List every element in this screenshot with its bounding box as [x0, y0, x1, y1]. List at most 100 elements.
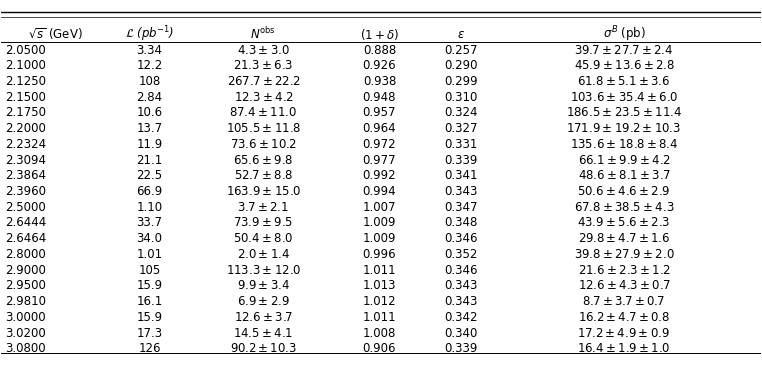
Text: $87.4 \pm 11.0$: $87.4 \pm 11.0$ [229, 106, 297, 120]
Text: 1.009: 1.009 [363, 232, 396, 245]
Text: 16.1: 16.1 [136, 295, 162, 308]
Text: 0.343: 0.343 [444, 279, 478, 292]
Text: 0.327: 0.327 [444, 122, 478, 135]
Text: 17.3: 17.3 [136, 327, 162, 339]
Text: $50.6 \pm 4.6 \pm 2.9$: $50.6 \pm 4.6 \pm 2.9$ [577, 185, 671, 198]
Text: $48.6 \pm 8.1 \pm 3.7$: $48.6 \pm 8.1 \pm 3.7$ [578, 169, 671, 182]
Text: 2.9810: 2.9810 [5, 295, 46, 308]
Text: 2.6444: 2.6444 [5, 217, 46, 230]
Text: $12.3 \pm 4.2$: $12.3 \pm 4.2$ [233, 91, 293, 104]
Text: 0.926: 0.926 [363, 59, 396, 72]
Text: $73.9 \pm 9.5$: $73.9 \pm 9.5$ [233, 217, 293, 230]
Text: 10.6: 10.6 [136, 106, 162, 120]
Text: $17.2 \pm 4.9 \pm 0.9$: $17.2 \pm 4.9 \pm 0.9$ [578, 327, 671, 339]
Text: $8.7 \pm 3.7 \pm 0.7$: $8.7 \pm 3.7 \pm 0.7$ [582, 295, 665, 308]
Text: 15.9: 15.9 [136, 311, 162, 324]
Text: 2.84: 2.84 [136, 91, 162, 104]
Text: $105.5 \pm 11.8$: $105.5 \pm 11.8$ [226, 122, 301, 135]
Text: 12.2: 12.2 [136, 59, 162, 72]
Text: 0.938: 0.938 [363, 75, 396, 88]
Text: 0.994: 0.994 [363, 185, 396, 198]
Text: $14.5 \pm 4.1$: $14.5 \pm 4.1$ [233, 327, 293, 339]
Text: 3.0800: 3.0800 [5, 342, 46, 355]
Text: 0.347: 0.347 [444, 201, 478, 214]
Text: $50.4 \pm 8.0$: $50.4 \pm 8.0$ [233, 232, 293, 245]
Text: 34.0: 34.0 [136, 232, 162, 245]
Text: $52.7 \pm 8.8$: $52.7 \pm 8.8$ [234, 169, 293, 182]
Text: $29.8 \pm 4.7 \pm 1.6$: $29.8 \pm 4.7 \pm 1.6$ [578, 232, 670, 245]
Text: $(1+\delta)$: $(1+\delta)$ [360, 27, 399, 42]
Text: 0.331: 0.331 [444, 138, 478, 151]
Text: 0.257: 0.257 [444, 44, 478, 56]
Text: $186.5 \pm 23.5 \pm 11.4$: $186.5 \pm 23.5 \pm 11.4$ [566, 106, 682, 120]
Text: 0.352: 0.352 [444, 248, 478, 261]
Text: 0.339: 0.339 [444, 342, 478, 355]
Text: $4.3 \pm 3.0$: $4.3 \pm 3.0$ [237, 44, 290, 56]
Text: 0.972: 0.972 [363, 138, 396, 151]
Text: 3.34: 3.34 [136, 44, 162, 56]
Text: 11.9: 11.9 [136, 138, 162, 151]
Text: 0.977: 0.977 [363, 154, 396, 167]
Text: $16.2 \pm 4.7 \pm 0.8$: $16.2 \pm 4.7 \pm 0.8$ [578, 311, 670, 324]
Text: 2.5000: 2.5000 [5, 201, 46, 214]
Text: 0.957: 0.957 [363, 106, 396, 120]
Text: 0.341: 0.341 [444, 169, 478, 182]
Text: $43.9 \pm 5.6 \pm 2.3$: $43.9 \pm 5.6 \pm 2.3$ [578, 217, 671, 230]
Text: $12.6 \pm 4.3 \pm 0.7$: $12.6 \pm 4.3 \pm 0.7$ [578, 279, 671, 292]
Text: 2.2000: 2.2000 [5, 122, 46, 135]
Text: 0.992: 0.992 [363, 169, 396, 182]
Text: 0.310: 0.310 [444, 91, 478, 104]
Text: 2.9000: 2.9000 [5, 264, 46, 277]
Text: 0.299: 0.299 [444, 75, 478, 88]
Text: 0.906: 0.906 [363, 342, 396, 355]
Text: $61.8 \pm 5.1 \pm 3.6$: $61.8 \pm 5.1 \pm 3.6$ [578, 75, 671, 88]
Text: 21.1: 21.1 [136, 154, 162, 167]
Text: 0.340: 0.340 [444, 327, 478, 339]
Text: 2.1250: 2.1250 [5, 75, 46, 88]
Text: 3.0000: 3.0000 [5, 311, 46, 324]
Text: 2.1000: 2.1000 [5, 59, 46, 72]
Text: $73.6 \pm 10.2$: $73.6 \pm 10.2$ [230, 138, 297, 151]
Text: 0.346: 0.346 [444, 264, 478, 277]
Text: 2.3094: 2.3094 [5, 154, 46, 167]
Text: 0.343: 0.343 [444, 295, 478, 308]
Text: $163.9 \pm 15.0$: $163.9 \pm 15.0$ [226, 185, 301, 198]
Text: $67.8 \pm 38.5 \pm 4.3$: $67.8 \pm 38.5 \pm 4.3$ [574, 201, 674, 214]
Text: 1.011: 1.011 [363, 264, 396, 277]
Text: 0.290: 0.290 [444, 59, 478, 72]
Text: $135.6 \pm 18.8 \pm 8.4$: $135.6 \pm 18.8 \pm 8.4$ [570, 138, 678, 151]
Text: $113.3 \pm 12.0$: $113.3 \pm 12.0$ [226, 264, 301, 277]
Text: $N^{\rm obs}$: $N^{\rm obs}$ [251, 27, 276, 42]
Text: 0.948: 0.948 [363, 91, 396, 104]
Text: $3.7 \pm 2.1$: $3.7 \pm 2.1$ [238, 201, 290, 214]
Text: 0.339: 0.339 [444, 154, 478, 167]
Text: $2.0 \pm 1.4$: $2.0 \pm 1.4$ [237, 248, 290, 261]
Text: $103.6 \pm 35.4 \pm 6.0$: $103.6 \pm 35.4 \pm 6.0$ [570, 91, 678, 104]
Text: 2.3864: 2.3864 [5, 169, 46, 182]
Text: $12.6 \pm 3.7$: $12.6 \pm 3.7$ [234, 311, 293, 324]
Text: 1.008: 1.008 [363, 327, 396, 339]
Text: 2.1750: 2.1750 [5, 106, 46, 120]
Text: 2.6464: 2.6464 [5, 232, 46, 245]
Text: 0.888: 0.888 [363, 44, 396, 56]
Text: 0.996: 0.996 [363, 248, 396, 261]
Text: 1.009: 1.009 [363, 217, 396, 230]
Text: 1.011: 1.011 [363, 311, 396, 324]
Text: 1.013: 1.013 [363, 279, 396, 292]
Text: 2.0500: 2.0500 [5, 44, 46, 56]
Text: 66.9: 66.9 [136, 185, 162, 198]
Text: 105: 105 [139, 264, 161, 277]
Text: 22.5: 22.5 [136, 169, 162, 182]
Text: $65.6 \pm 9.8$: $65.6 \pm 9.8$ [233, 154, 293, 167]
Text: 0.346: 0.346 [444, 232, 478, 245]
Text: 0.324: 0.324 [444, 106, 478, 120]
Text: 0.348: 0.348 [444, 217, 478, 230]
Text: $16.4 \pm 1.9 \pm 1.0$: $16.4 \pm 1.9 \pm 1.0$ [577, 342, 671, 355]
Text: 33.7: 33.7 [136, 217, 162, 230]
Text: 1.007: 1.007 [363, 201, 396, 214]
Text: 2.8000: 2.8000 [5, 248, 46, 261]
Text: 15.9: 15.9 [136, 279, 162, 292]
Text: 0.964: 0.964 [363, 122, 396, 135]
Text: $66.1 \pm 9.9 \pm 4.2$: $66.1 \pm 9.9 \pm 4.2$ [578, 154, 671, 167]
Text: 1.10: 1.10 [136, 201, 162, 214]
